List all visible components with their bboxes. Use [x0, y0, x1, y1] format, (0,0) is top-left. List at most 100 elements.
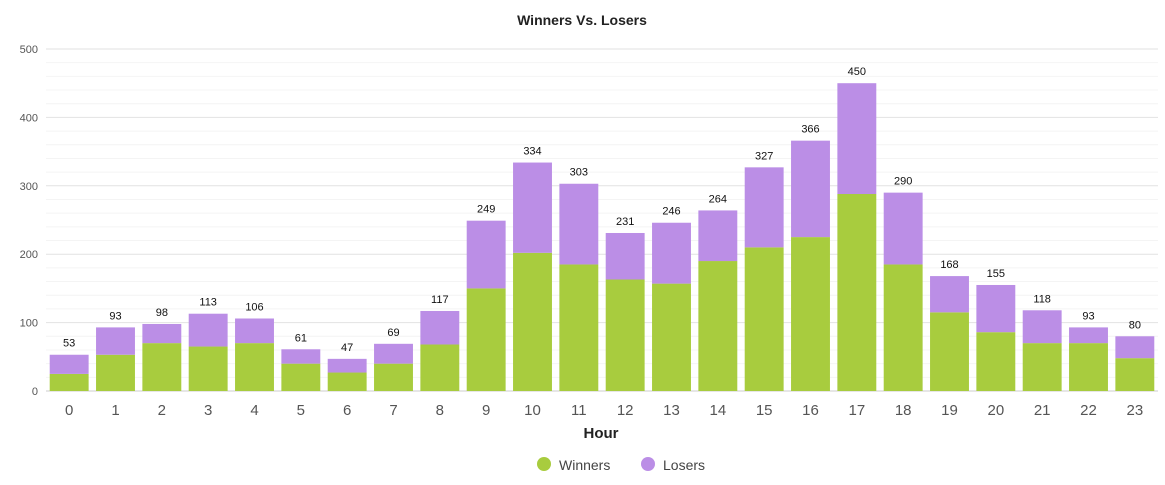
x-tick-label: 9	[482, 402, 490, 419]
data-label-total: 61	[295, 332, 307, 344]
bar-losers	[791, 140, 830, 238]
y-tick-label: 100	[20, 318, 38, 330]
bar-winners	[466, 288, 506, 391]
x-tick-label: 14	[709, 402, 726, 419]
data-label-total: 264	[709, 193, 727, 205]
data-label-total: 249	[477, 204, 495, 216]
bar-losers	[374, 343, 413, 364]
data-label-total: 93	[109, 310, 121, 322]
bar-winners	[698, 261, 738, 391]
bar-losers	[976, 284, 1016, 333]
bar-winners	[837, 194, 877, 391]
x-tick-label: 6	[343, 402, 351, 419]
y-tick-label: 200	[20, 249, 38, 261]
bar-winners	[281, 363, 321, 391]
bar-winners	[791, 237, 830, 391]
x-tick-label: 16	[802, 402, 819, 419]
x-tick-label: 11	[571, 402, 587, 419]
bar-winners	[652, 283, 691, 391]
x-axis-label: Hour	[584, 425, 619, 442]
data-label-total: 80	[1129, 319, 1141, 331]
bar-winners	[1022, 343, 1062, 391]
legend-marker-winners	[537, 457, 551, 471]
data-label-total: 118	[1033, 293, 1051, 305]
data-label-total: 366	[801, 124, 819, 136]
y-tick-label: 500	[20, 44, 38, 56]
x-tick-label: 18	[895, 402, 912, 419]
bar-losers	[652, 222, 691, 284]
data-label-total: 93	[1082, 310, 1094, 322]
bar-winners	[559, 264, 599, 391]
bar-winners	[1069, 343, 1108, 391]
data-label-total: 334	[523, 146, 541, 158]
x-tick-label: 8	[436, 402, 444, 419]
x-tick-label: 5	[297, 402, 305, 419]
x-tick-label: 17	[848, 402, 865, 419]
data-label-total: 290	[894, 176, 912, 188]
bar-winners	[327, 372, 367, 391]
legend-label-winners: Winners	[559, 457, 610, 473]
x-tick-label: 12	[617, 402, 634, 419]
data-label-total: 168	[940, 259, 958, 271]
x-tick-label: 3	[204, 402, 212, 419]
data-label-total: 450	[848, 66, 866, 78]
bar-winners	[374, 363, 413, 391]
bar-losers	[142, 323, 182, 344]
bar-winners	[976, 332, 1016, 391]
bar-losers	[930, 276, 969, 313]
data-label-total: 53	[63, 338, 75, 350]
bar-losers	[837, 83, 877, 195]
bar-winners	[513, 252, 552, 391]
bar-losers	[466, 220, 506, 289]
bar-losers	[605, 232, 645, 280]
bar-losers	[96, 327, 135, 355]
bar-winners	[883, 264, 923, 391]
x-tick-label: 4	[250, 402, 258, 419]
bar-winners	[930, 312, 969, 391]
bar-losers	[559, 183, 599, 265]
data-label-total: 113	[199, 297, 217, 309]
bar-losers	[188, 313, 228, 347]
legend-label-losers: Losers	[663, 457, 705, 473]
data-label-total: 98	[156, 307, 168, 319]
data-label-total: 231	[616, 216, 634, 228]
bar-losers	[420, 310, 460, 345]
bar-winners	[235, 343, 274, 391]
bar-losers	[744, 167, 784, 248]
chart-title: Winners Vs. Losers	[517, 12, 647, 28]
bar-winners	[188, 346, 228, 391]
bar-losers	[327, 358, 367, 373]
bar-losers	[1069, 327, 1108, 344]
bar-losers	[1115, 336, 1155, 359]
x-tick-label: 22	[1080, 402, 1097, 419]
x-tick-label: 0	[65, 402, 73, 419]
bar-winners	[605, 279, 645, 391]
data-label-total: 155	[987, 268, 1005, 280]
bar-losers	[883, 192, 923, 265]
bar-winners	[1115, 358, 1155, 391]
bar-winners	[49, 373, 89, 391]
bar-losers	[281, 349, 321, 364]
x-tick-label: 15	[756, 402, 773, 419]
x-tick-label: 10	[524, 402, 541, 419]
y-tick-label: 300	[20, 181, 38, 193]
x-tick-label: 2	[158, 402, 166, 419]
data-label-total: 327	[755, 150, 773, 162]
x-tick-label: 20	[987, 402, 1004, 419]
y-tick-label: 0	[32, 386, 38, 398]
bar-losers	[235, 318, 274, 344]
x-tick-label: 23	[1126, 402, 1143, 419]
data-label-total: 106	[245, 301, 263, 313]
data-label-total: 47	[341, 342, 353, 354]
y-tick-label: 400	[20, 112, 38, 124]
bar-winners	[96, 354, 135, 391]
bar-winners	[744, 247, 784, 391]
data-label-total: 246	[662, 206, 680, 218]
x-tick-label: 1	[111, 402, 119, 419]
bar-losers	[698, 210, 738, 262]
bar-winners	[142, 343, 182, 391]
bar-losers	[513, 162, 552, 253]
legend-marker-losers	[641, 457, 655, 471]
